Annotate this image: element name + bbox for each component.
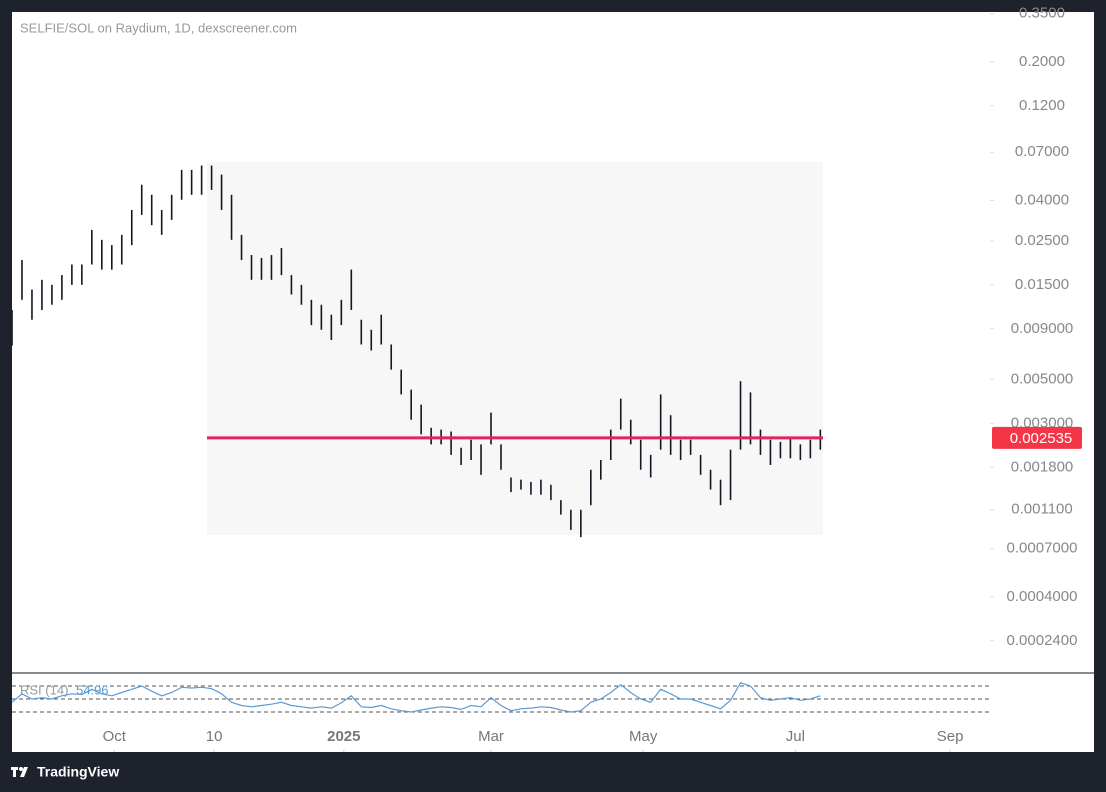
logo-part <box>13 767 16 777</box>
price-label-box <box>992 426 1082 449</box>
chart-title: SELFIE/SOL on Raydium, 1D, dexscreener.c… <box>20 20 297 35</box>
range-highlight <box>207 162 823 535</box>
logo-part <box>20 767 28 777</box>
x-tick-label: Mar <box>478 728 504 745</box>
brand-logo <box>11 767 28 777</box>
y-tick-label: 0.2000 <box>1019 53 1065 70</box>
y-tick-label: 0.07000 <box>1015 143 1069 160</box>
x-tick-label: Sep <box>937 728 964 745</box>
y-tick-label: 0.3500 <box>1019 5 1065 22</box>
y-tick-label: 0.01500 <box>1015 276 1069 293</box>
price-bars <box>11 165 822 538</box>
y-tick-label: 0.04000 <box>1015 191 1069 208</box>
x-tick-label: 10 <box>206 728 223 745</box>
y-tick-label: 0.0007000 <box>1007 540 1078 557</box>
y-tick-label: 0.0004000 <box>1007 588 1078 605</box>
y-tick-label: 0.1200 <box>1019 97 1065 114</box>
y-tick-label: 0.02500 <box>1015 232 1069 249</box>
x-tick-label: Oct <box>103 728 127 745</box>
x-tick-label: May <box>629 728 658 745</box>
brand-name: TradingView <box>37 764 119 780</box>
rsi-line <box>11 682 821 713</box>
y-tick-label: 0.009000 <box>1011 320 1074 337</box>
x-tick-label: 2025 <box>327 728 360 745</box>
x-tick-label: Jul <box>786 728 805 745</box>
price-label: 0.002535 <box>1010 430 1073 447</box>
y-tick-label: 0.0002400 <box>1007 632 1078 649</box>
y-tick-label: 0.001100 <box>1011 501 1072 518</box>
rsi-label: RSI (14) <box>20 682 68 697</box>
y-tick-label: 0.001800 <box>1011 458 1074 475</box>
y-tick-label: 0.005000 <box>1011 370 1074 387</box>
logo-part <box>19 767 23 771</box>
rsi-levels <box>12 685 990 713</box>
